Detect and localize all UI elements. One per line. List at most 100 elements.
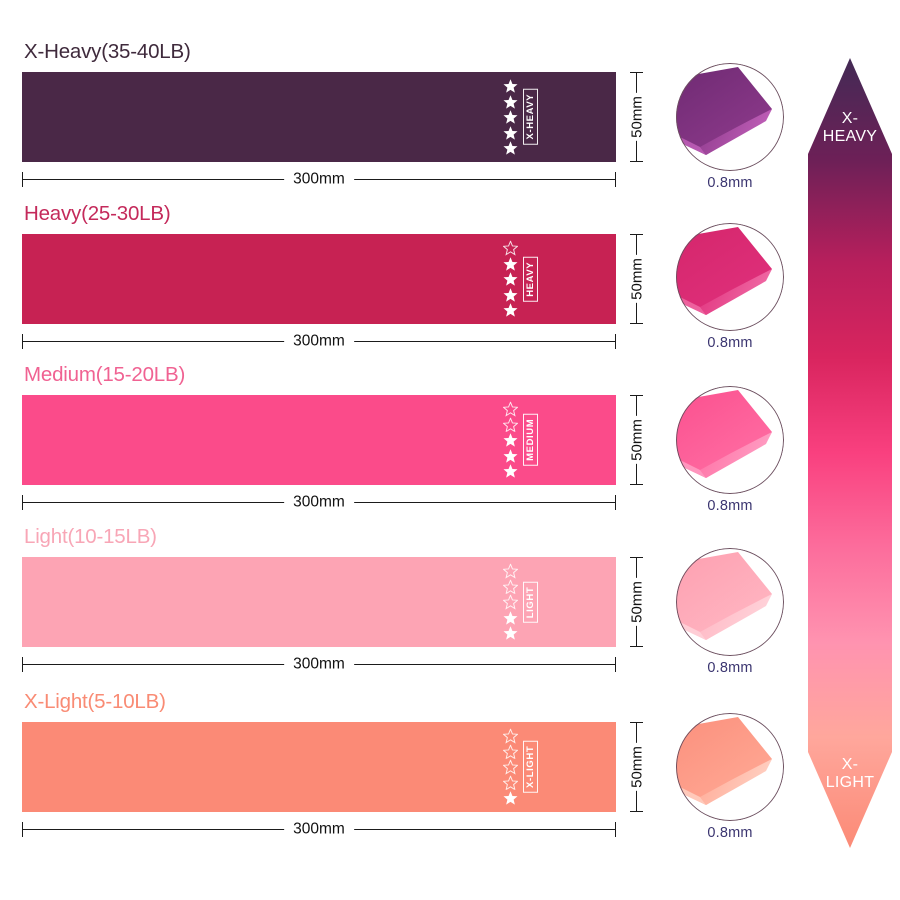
- band-row: Medium(15-20LB) MEDIUM 50mm 300mm: [0, 363, 650, 525]
- dimension-cap-bottom: [630, 161, 643, 162]
- resistance-band-strip: MEDIUM: [22, 395, 616, 485]
- thickness-zoom-circle: [676, 63, 784, 171]
- arrow-top-label-line2: HEAVY: [822, 127, 878, 145]
- thickness-detail: 0.8mm: [655, 378, 805, 540]
- band-level-tag-text: LIGHT: [524, 586, 536, 618]
- band-fold-icon: [676, 67, 772, 155]
- dimension-cap-right: [615, 172, 616, 187]
- band-title: X-Heavy(35-40LB): [24, 40, 191, 63]
- dimension-cap-left: [22, 822, 23, 837]
- star-outline-icon: [502, 579, 518, 594]
- dimension-cap-right: [615, 657, 616, 672]
- thickness-detail: 0.8mm: [655, 215, 805, 377]
- height-dimension-label: 50mm: [629, 93, 646, 141]
- height-dimension-label: 50mm: [629, 743, 646, 791]
- band-level-tag: HEAVY: [522, 256, 538, 302]
- star-filled-icon: [502, 303, 518, 317]
- dimension-cap-bottom: [630, 646, 643, 647]
- arrow-bottom-label-line1: X-: [841, 756, 859, 774]
- band-fold-icon: [676, 227, 772, 315]
- resistance-band-strip: X-LIGHT: [22, 722, 616, 812]
- bands-column: X-Heavy(35-40LB) X-HEAVY 50mm 300mm Heavy(25…: [0, 40, 650, 852]
- star-filled-icon: [502, 287, 518, 302]
- star-filled-icon: [502, 256, 518, 271]
- band-level-tag-text: X-HEAVY: [524, 94, 536, 140]
- dimension-cap-left: [22, 495, 23, 510]
- arrow-top-label: X- HEAVY: [808, 110, 892, 146]
- resistance-band-strip: X-HEAVY: [22, 72, 616, 162]
- band-title: Heavy(25-30LB): [24, 202, 171, 225]
- width-dimension: 300mm: [22, 168, 616, 190]
- width-dimension-label: 300mm: [284, 333, 354, 349]
- height-dimension: 50mm: [624, 72, 650, 162]
- band-level-tag-text: MEDIUM: [524, 418, 536, 462]
- width-dimension-label: 300mm: [284, 656, 354, 672]
- star-outline-icon: [502, 401, 518, 417]
- band-markings: MEDIUM: [502, 401, 538, 479]
- width-dimension-label: 300mm: [284, 494, 354, 510]
- star-filled-icon: [502, 610, 518, 625]
- resistance-gradient-arrow: X- HEAVY X- LIGHT: [808, 58, 892, 848]
- dimension-cap-top: [630, 395, 643, 396]
- thickness-label: 0.8mm: [707, 175, 753, 191]
- band-markings: X-HEAVY: [502, 79, 538, 156]
- band-row: X-Heavy(35-40LB) X-HEAVY 50mm 300mm: [0, 40, 650, 202]
- height-dimension-label: 50mm: [629, 578, 646, 626]
- dimension-cap-top: [630, 722, 643, 723]
- resistance-band-strip: LIGHT: [22, 557, 616, 647]
- star-outline-icon: [502, 744, 518, 759]
- band-title: X-Light(5-10LB): [24, 690, 166, 713]
- band-level-tag: X-LIGHT: [522, 740, 538, 794]
- band-level-tag: MEDIUM: [522, 413, 538, 467]
- dimension-cap-bottom: [630, 811, 643, 812]
- band-level-tag-text: HEAVY: [524, 261, 536, 297]
- star-rating: [502, 240, 518, 318]
- band-markings: X-LIGHT: [502, 728, 538, 806]
- star-filled-icon: [502, 272, 518, 286]
- star-outline-icon: [502, 240, 518, 256]
- height-dimension: 50mm: [624, 395, 650, 485]
- thickness-detail: 0.8mm: [655, 55, 805, 217]
- dimension-cap-left: [22, 334, 23, 349]
- arrow-bottom-label: X- LIGHT: [808, 756, 892, 792]
- star-filled-icon: [502, 79, 518, 93]
- dimension-cap-bottom: [630, 323, 643, 324]
- width-dimension-label: 300mm: [284, 821, 354, 837]
- arrow-bottom-label-line2: LIGHT: [825, 774, 875, 792]
- resistance-band-strip: HEAVY: [22, 234, 616, 324]
- thickness-zoom-circle: [676, 223, 784, 331]
- star-filled-icon: [502, 433, 518, 447]
- star-outline-icon: [502, 775, 518, 790]
- band-level-tag: X-HEAVY: [522, 89, 538, 145]
- dimension-cap-top: [630, 72, 643, 73]
- width-dimension-label: 300mm: [284, 171, 354, 187]
- band-row: Heavy(25-30LB) HEAVY 50mm 300mm: [0, 202, 650, 364]
- star-outline-icon: [502, 728, 518, 744]
- thickness-detail: 0.8mm: [655, 540, 805, 702]
- star-outline-icon: [502, 594, 518, 610]
- thickness-zoom-circle: [676, 713, 784, 821]
- star-rating: [502, 563, 518, 641]
- band-markings: LIGHT: [502, 563, 538, 641]
- band-markings: HEAVY: [502, 240, 538, 318]
- star-rating: [502, 79, 518, 156]
- star-filled-icon: [502, 464, 518, 478]
- width-dimension: 300mm: [22, 330, 616, 352]
- star-outline-icon: [502, 417, 518, 432]
- gradient-arrow-shape: [808, 58, 892, 848]
- star-rating: [502, 728, 518, 806]
- dimension-cap-right: [615, 334, 616, 349]
- star-filled-icon: [502, 141, 518, 155]
- thickness-label: 0.8mm: [707, 335, 753, 351]
- thickness-detail: 0.8mm: [655, 705, 805, 867]
- thickness-zoom-circle: [676, 386, 784, 494]
- band-fold-icon: [676, 717, 772, 805]
- width-dimension: 300mm: [22, 491, 616, 513]
- band-row: X-Light(5-10LB) X-LIGHT 50mm 300mm: [0, 690, 650, 852]
- width-dimension: 300mm: [22, 653, 616, 675]
- band-title: Medium(15-20LB): [24, 363, 186, 386]
- width-dimension: 300mm: [22, 818, 616, 840]
- band-title: Light(10-15LB): [24, 525, 157, 548]
- star-filled-icon: [502, 125, 518, 140]
- dimension-cap-top: [630, 557, 643, 558]
